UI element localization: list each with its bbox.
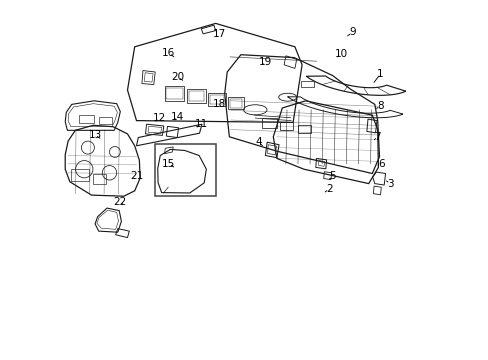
Bar <box>92 174 106 184</box>
Text: 18: 18 <box>212 99 225 109</box>
Text: 13: 13 <box>88 130 102 140</box>
Text: 10: 10 <box>334 49 347 59</box>
Text: 19: 19 <box>258 57 271 67</box>
Bar <box>99 117 112 124</box>
Text: 7: 7 <box>374 132 380 142</box>
Bar <box>261 118 276 128</box>
Text: 11: 11 <box>194 119 207 129</box>
Text: 6: 6 <box>377 159 384 169</box>
Text: 14: 14 <box>171 112 184 122</box>
Bar <box>227 97 244 109</box>
Bar <box>208 93 225 106</box>
Text: 4: 4 <box>255 137 262 147</box>
Bar <box>188 91 203 101</box>
Bar <box>301 81 313 87</box>
Bar <box>166 88 182 99</box>
Text: 20: 20 <box>171 72 184 82</box>
Text: 8: 8 <box>377 101 383 111</box>
Text: 2: 2 <box>325 184 332 194</box>
Bar <box>79 115 94 123</box>
Bar <box>164 86 184 101</box>
Bar <box>279 122 293 130</box>
Text: 5: 5 <box>329 171 335 181</box>
Text: 1: 1 <box>377 69 383 79</box>
Text: 21: 21 <box>130 171 143 181</box>
Bar <box>186 89 205 103</box>
Bar <box>210 95 224 104</box>
Text: 22: 22 <box>113 197 126 207</box>
Bar <box>155 144 215 196</box>
Bar <box>71 169 89 181</box>
Text: 9: 9 <box>348 27 355 37</box>
Text: 3: 3 <box>386 179 393 189</box>
Text: 12: 12 <box>152 113 165 123</box>
Bar <box>229 99 242 108</box>
Bar <box>297 125 310 133</box>
Text: 17: 17 <box>212 29 225 39</box>
Text: 16: 16 <box>162 48 175 58</box>
Text: 15: 15 <box>162 159 175 169</box>
